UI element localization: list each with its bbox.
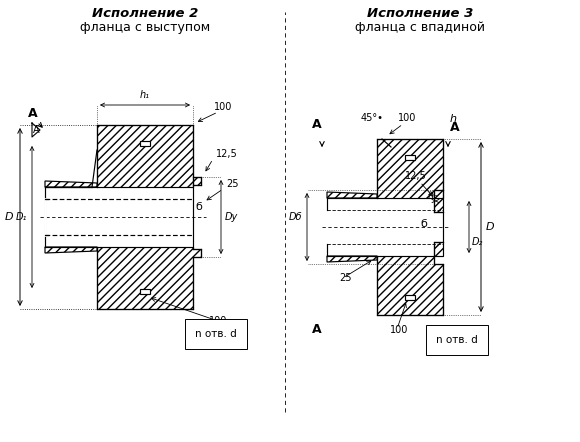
Text: 25: 25 (339, 273, 351, 283)
Text: D: D (486, 222, 495, 232)
Text: h: h (450, 114, 456, 124)
Bar (405, 155, 415, 160)
Text: h₂: h₂ (428, 191, 438, 201)
Polygon shape (97, 247, 201, 309)
Polygon shape (327, 256, 377, 262)
Text: A: A (450, 121, 460, 134)
Text: Исполнение 2: Исполнение 2 (92, 7, 198, 20)
Polygon shape (97, 125, 201, 187)
Polygon shape (45, 247, 97, 253)
Polygon shape (327, 192, 377, 198)
Text: Исполнение 3: Исполнение 3 (367, 7, 473, 20)
Text: 100: 100 (209, 316, 227, 326)
Polygon shape (377, 242, 443, 315)
Text: 25: 25 (226, 179, 238, 189)
Text: 12,5: 12,5 (405, 171, 427, 181)
Text: 100: 100 (214, 102, 232, 112)
Text: n отв. d: n отв. d (195, 329, 237, 339)
Text: б: б (420, 219, 427, 229)
Text: 45°•: 45°• (361, 113, 383, 123)
Text: фланца с выступом: фланца с выступом (80, 21, 210, 34)
Text: A: A (312, 118, 322, 131)
Bar (405, 294, 415, 300)
Polygon shape (377, 139, 443, 212)
Text: A: A (28, 107, 38, 120)
Text: 100: 100 (390, 325, 408, 335)
Text: фланца с впадиной: фланца с впадиной (355, 21, 485, 34)
Bar (140, 141, 150, 145)
Text: 100: 100 (398, 113, 416, 123)
Text: 12,5: 12,5 (216, 149, 238, 159)
Text: Dб: Dб (288, 212, 302, 222)
Text: D: D (5, 212, 13, 222)
Text: D₁: D₁ (16, 212, 27, 222)
Text: Dу: Dу (225, 212, 238, 222)
Text: n отв. d: n отв. d (436, 335, 478, 345)
Bar (140, 289, 150, 293)
Text: б: б (195, 202, 202, 212)
Text: D₂: D₂ (472, 237, 483, 247)
Text: A: A (32, 125, 39, 135)
Polygon shape (45, 181, 97, 187)
Text: A: A (312, 323, 322, 336)
Text: h₁: h₁ (140, 90, 150, 100)
